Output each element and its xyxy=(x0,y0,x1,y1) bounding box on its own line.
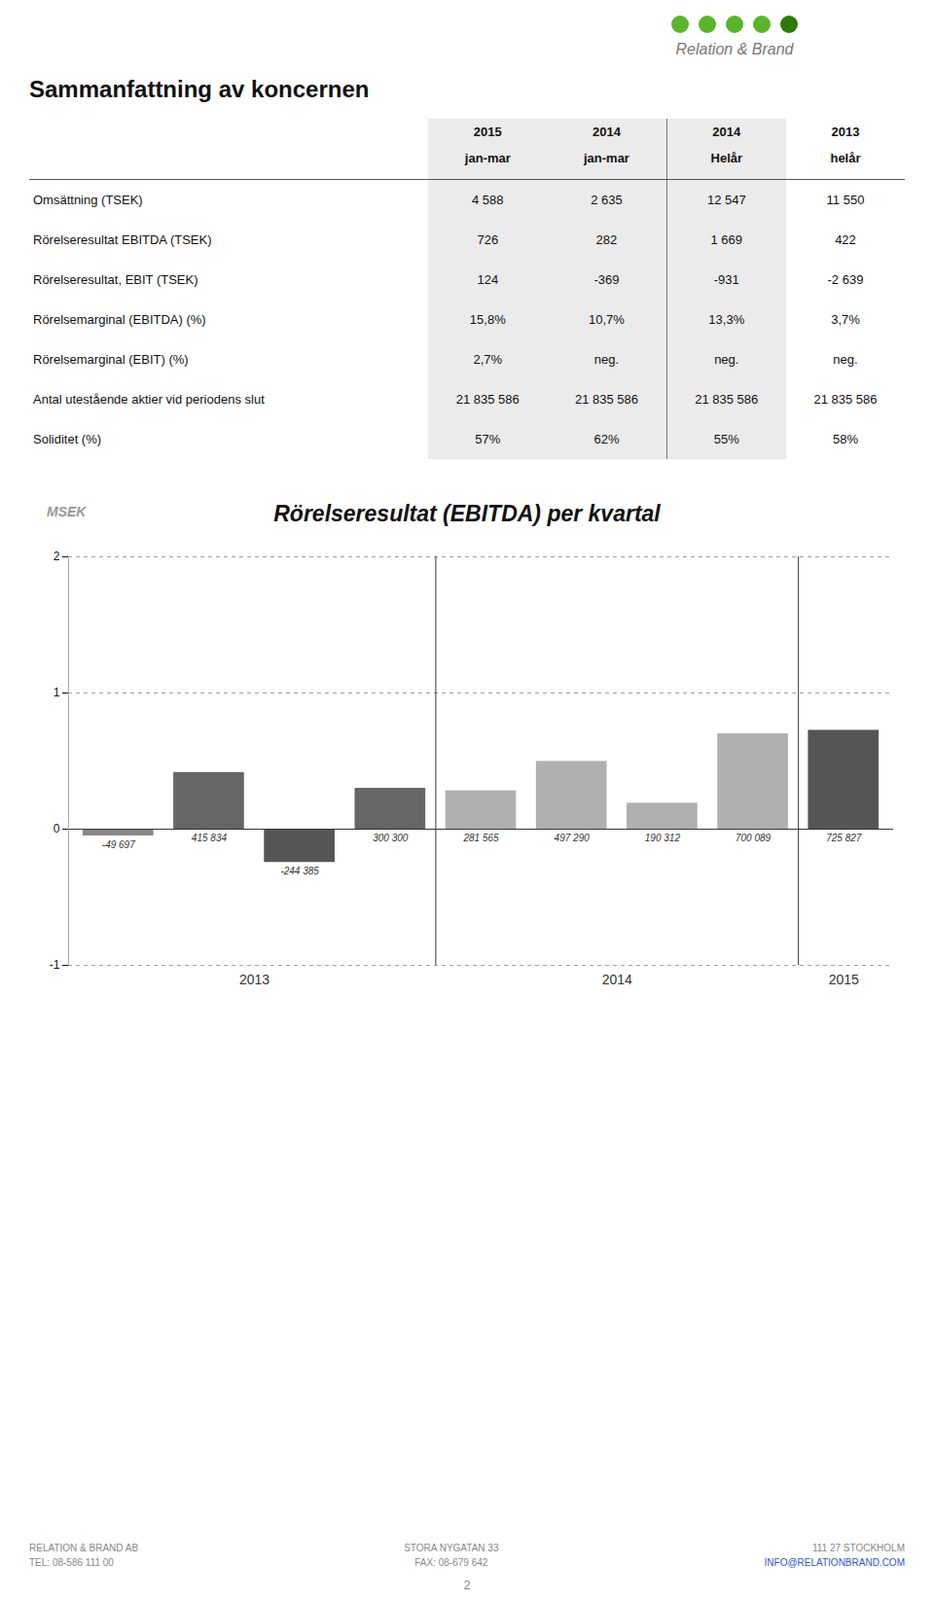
svg-text:2014: 2014 xyxy=(602,971,633,988)
html-text:-931: -931 xyxy=(713,272,740,288)
html-text:neg.: neg. xyxy=(833,352,858,367)
html-text:jan-mar: jan-mar xyxy=(583,150,630,166)
svg-text:1: 1 xyxy=(53,685,61,700)
html-text:helår: helår xyxy=(830,150,861,166)
html-text:2: 2 xyxy=(463,1578,471,1593)
html-text:INFO@RELATIONBRAND.COM: INFO@RELATIONBRAND.COM xyxy=(764,1557,905,1569)
html-text:Rörelseresultat, EBIT (TSEK): Rörelseresultat, EBIT (TSEK) xyxy=(33,272,198,288)
html-text:Rörelseresultat EBITDA (TSEK): Rörelseresultat EBITDA (TSEK) xyxy=(33,232,212,248)
svg-text:700 089: 700 089 xyxy=(735,832,772,844)
html-text:422: 422 xyxy=(834,232,856,248)
html-text:124: 124 xyxy=(477,272,499,288)
html-text:2013: 2013 xyxy=(831,124,860,140)
html-text:13,3%: 13,3% xyxy=(708,312,745,327)
html-text:Helår: Helår xyxy=(710,150,743,166)
html-text:2 635: 2 635 xyxy=(590,192,623,208)
svg-text:281 565: 281 565 xyxy=(462,832,500,844)
html-text:2,7%: 2,7% xyxy=(473,352,503,367)
html-text:2015: 2015 xyxy=(473,124,502,140)
html-text:726: 726 xyxy=(477,232,499,248)
html-text:Rörelsemarginal (EBIT) (%): Rörelsemarginal (EBIT) (%) xyxy=(33,352,189,367)
html-text:111 27 STOCKHOLM: 111 27 STOCKHOLM xyxy=(812,1543,905,1554)
html-text:Soliditet (%): Soliditet (%) xyxy=(33,431,102,447)
svg-text:0: 0 xyxy=(53,822,61,836)
html-text:Relation & Brand: Relation & Brand xyxy=(675,40,794,58)
html-text:4 588: 4 588 xyxy=(471,192,504,208)
html-text:58%: 58% xyxy=(832,431,859,447)
html-text:21 835 586: 21 835 586 xyxy=(813,392,878,407)
svg-text:-49 697: -49 697 xyxy=(102,839,136,851)
html-text:55%: 55% xyxy=(713,431,740,447)
html-text:FAX: 08-679 642: FAX: 08-679 642 xyxy=(414,1557,488,1569)
html-text:TEL: 08-586 111 00: TEL: 08-586 111 00 xyxy=(29,1557,114,1569)
html-text:RELATION & BRAND AB: RELATION & BRAND AB xyxy=(29,1543,139,1554)
html-text:3,7%: 3,7% xyxy=(831,312,860,327)
html-text:Rörelseresultat (EBITDA) per k: Rörelseresultat (EBITDA) per kvartal xyxy=(273,501,661,527)
html-text:21 835 586: 21 835 586 xyxy=(694,392,759,407)
svg-text:2: 2 xyxy=(53,549,61,564)
html-text:STORA NYGATAN 33: STORA NYGATAN 33 xyxy=(403,1543,499,1554)
svg-text:2015: 2015 xyxy=(828,971,860,988)
html-text:21 835 586: 21 835 586 xyxy=(574,392,639,407)
svg-text:300 300: 300 300 xyxy=(372,832,409,844)
html-text:1 669: 1 669 xyxy=(710,232,743,248)
html-text:282: 282 xyxy=(596,232,618,248)
html-text:Omsättning (TSEK): Omsättning (TSEK) xyxy=(33,192,143,208)
html-text:11 550: 11 550 xyxy=(826,192,865,208)
svg-text:190 312: 190 312 xyxy=(645,832,682,844)
html-text:Rörelsemarginal (EBITDA) (%): Rörelsemarginal (EBITDA) (%) xyxy=(33,312,206,327)
html-text:15,8%: 15,8% xyxy=(469,312,506,327)
html-text:neg.: neg. xyxy=(714,352,739,367)
html-text:Sammanfattning av koncernen: Sammanfattning av koncernen xyxy=(29,75,370,103)
svg-text:415 834: 415 834 xyxy=(191,832,228,844)
html-text:62%: 62% xyxy=(593,431,620,447)
html-text:2014: 2014 xyxy=(712,124,741,140)
html-text:neg.: neg. xyxy=(594,352,619,367)
html-text:Antal utestående aktier vid pe: Antal utestående aktier vid periodens sl… xyxy=(33,392,265,407)
html-text:-2 639: -2 639 xyxy=(827,272,864,288)
svg-text:-244 385: -244 385 xyxy=(280,865,320,877)
html-text:2014: 2014 xyxy=(592,124,621,140)
svg-text:497 290: 497 290 xyxy=(554,832,591,844)
svg-text:-1: -1 xyxy=(49,958,61,972)
html-text:12 547: 12 547 xyxy=(707,192,746,208)
html-text:MSEK: MSEK xyxy=(46,503,87,520)
html-text:jan-mar: jan-mar xyxy=(464,150,511,166)
html-text:57%: 57% xyxy=(475,431,501,447)
html-text:10,7%: 10,7% xyxy=(588,312,625,327)
svg-text:2013: 2013 xyxy=(239,971,270,988)
svg-text:725 827: 725 827 xyxy=(826,832,863,844)
html-text:21 835 586: 21 835 586 xyxy=(456,392,520,407)
html-text:-369: -369 xyxy=(593,272,620,288)
